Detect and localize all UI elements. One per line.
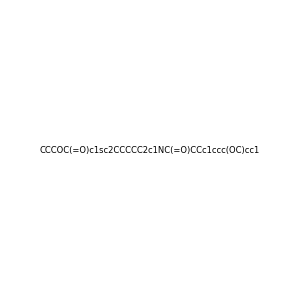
- Text: CCCOC(=O)c1sc2CCCCC2c1NC(=O)CCc1ccc(OC)cc1: CCCOC(=O)c1sc2CCCCC2c1NC(=O)CCc1ccc(OC)c…: [40, 146, 260, 154]
